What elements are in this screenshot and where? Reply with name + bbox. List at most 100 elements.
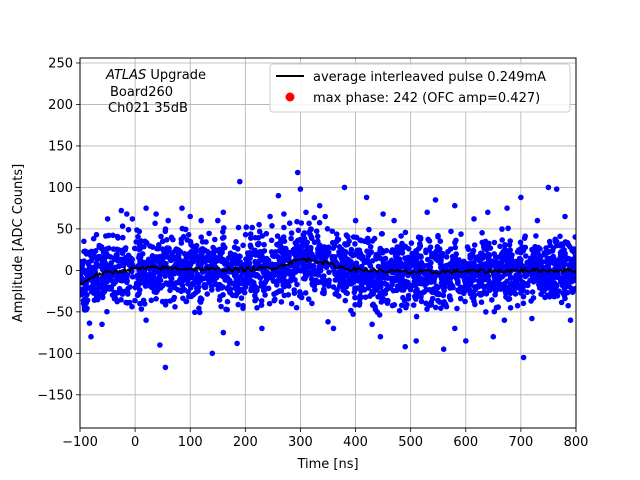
sample-point	[504, 286, 511, 293]
sample-point	[129, 303, 135, 310]
sample-point	[361, 287, 368, 293]
sample-point	[156, 278, 162, 285]
sample-point	[248, 235, 254, 241]
sample-point	[369, 258, 376, 264]
outlier-point	[209, 350, 216, 357]
sample-point	[264, 268, 270, 275]
sample-point	[313, 228, 320, 234]
sample-point	[113, 252, 120, 258]
sample-point	[283, 278, 289, 285]
outlier-point	[165, 217, 171, 224]
sample-point	[521, 235, 528, 241]
outlier-point	[452, 325, 458, 332]
sample-point	[308, 271, 315, 277]
sample-point	[136, 228, 143, 235]
sample-point	[125, 226, 132, 233]
sample-point	[248, 285, 255, 292]
sample-point	[101, 281, 107, 288]
sample-point	[531, 278, 538, 284]
sample-point	[240, 242, 246, 249]
sample-point	[455, 287, 461, 293]
sample-point	[533, 233, 539, 239]
sample-point	[527, 258, 533, 264]
outlier-point	[377, 333, 384, 340]
sample-point	[557, 279, 564, 285]
sample-point	[97, 263, 103, 269]
sample-point	[412, 282, 419, 289]
sample-point	[194, 271, 201, 278]
outlier-point	[440, 346, 447, 353]
sample-point	[426, 238, 433, 244]
outlier-point	[179, 205, 185, 211]
sample-point	[178, 240, 185, 246]
sample-point	[435, 297, 441, 304]
sample-point	[258, 298, 265, 304]
sample-point	[572, 285, 576, 292]
outlier-point	[259, 325, 265, 332]
sample-point	[423, 300, 429, 307]
y-tick-label: 100	[48, 181, 73, 196]
sample-point	[402, 229, 409, 236]
sample-point	[254, 250, 261, 257]
sample-point	[550, 260, 557, 266]
sample-point	[302, 290, 309, 296]
sample-point	[421, 277, 427, 284]
sample-point	[321, 290, 327, 297]
sample-point	[295, 260, 301, 267]
sample-point	[120, 234, 126, 241]
sample-point	[252, 289, 259, 295]
sample-point	[345, 234, 351, 240]
sample-point	[481, 245, 488, 252]
sample-point	[504, 278, 510, 285]
sample-point	[553, 238, 560, 245]
outlier-point	[88, 333, 94, 340]
sample-point	[411, 259, 417, 266]
sample-point	[81, 258, 87, 264]
outlier-point	[153, 211, 159, 217]
outlier-point	[267, 213, 273, 220]
outlier-point	[325, 319, 331, 325]
sample-point	[382, 255, 389, 262]
sample-point	[97, 255, 104, 262]
sample-point	[274, 270, 281, 276]
sample-point	[396, 274, 402, 281]
sample-point	[476, 280, 483, 287]
outlier-point	[341, 184, 348, 191]
sample-point	[295, 227, 302, 234]
sample-point	[184, 237, 190, 243]
outlier-point	[81, 238, 87, 245]
sample-point	[149, 284, 155, 291]
sample-point	[418, 294, 424, 300]
outlier-point	[352, 217, 359, 224]
outlier-point	[220, 209, 227, 216]
sample-point	[329, 255, 336, 261]
sample-point	[550, 253, 557, 260]
sample-point	[173, 280, 179, 286]
sample-point	[262, 292, 268, 298]
sample-point	[262, 260, 268, 267]
outlier-point	[237, 178, 243, 185]
sample-point	[496, 254, 503, 260]
x-tick-label: −100	[62, 435, 98, 450]
sample-point	[147, 271, 153, 277]
outlier-point	[413, 338, 420, 344]
outlier-point	[363, 194, 370, 201]
sample-point	[367, 244, 374, 250]
sample-point	[352, 241, 358, 247]
sample-point	[100, 289, 106, 296]
sample-point	[88, 284, 95, 290]
sample-point	[157, 272, 163, 279]
sample-point	[298, 220, 305, 226]
sample-point	[507, 305, 514, 311]
sample-point	[354, 285, 361, 291]
sample-point	[505, 252, 512, 258]
outlier-point	[330, 325, 337, 332]
sample-point	[115, 235, 121, 241]
sample-point	[548, 291, 555, 298]
outlier-point	[518, 194, 524, 201]
sample-point	[233, 277, 240, 283]
sample-point	[541, 251, 547, 258]
sample-point	[267, 262, 274, 269]
sample-point	[261, 248, 268, 254]
